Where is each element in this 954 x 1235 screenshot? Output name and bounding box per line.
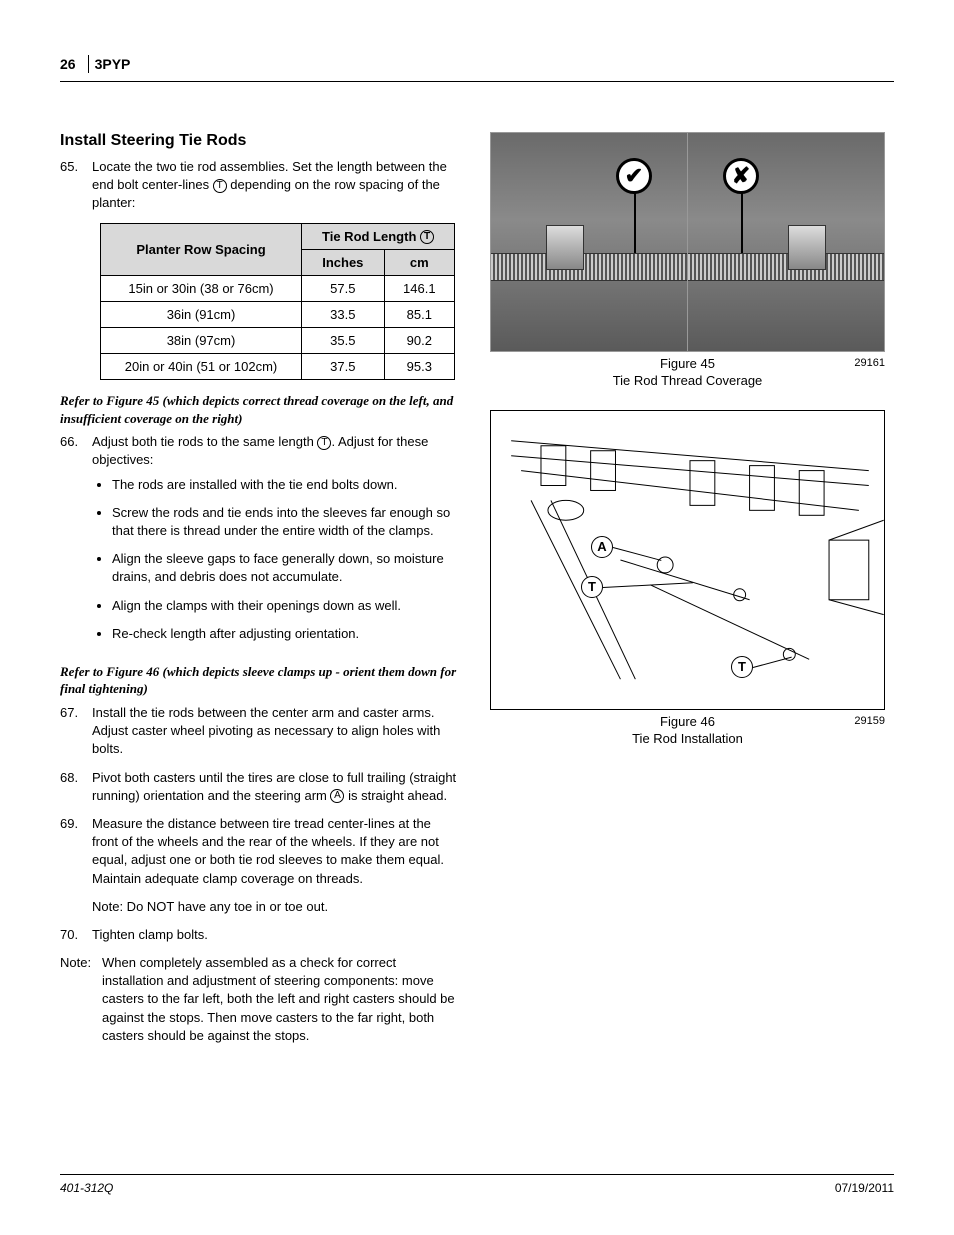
page-number: 26 [60, 56, 76, 72]
circled-t-icon: T [420, 230, 434, 244]
header-rule [60, 81, 894, 82]
step-body: Adjust both tie rods to the same length … [92, 433, 460, 653]
step-69: 69. Measure the distance between tire tr… [60, 815, 460, 916]
table-cell: 33.5 [302, 302, 385, 328]
step-number: 66. [60, 433, 92, 653]
callout-t: T [731, 656, 753, 678]
right-column: ✔ ✘ Figure 45 29161 Tie Rod Thread Cover… [490, 132, 885, 1055]
step-number: 69. [60, 815, 92, 916]
list-item: Screw the rods and tie ends into the sle… [112, 504, 460, 540]
table-header-row: Planter Row Spacing Tie Rod Length T [101, 223, 455, 250]
list-item: Align the sleeve gaps to face generally … [112, 550, 460, 586]
step-text: is straight ahead. [344, 788, 447, 803]
step-note: Note: Do NOT have any toe in or toe out. [92, 898, 460, 916]
table-cell: 15in or 30in (38 or 76cm) [101, 276, 302, 302]
step-68: 68. Pivot both casters until the tires a… [60, 769, 460, 805]
step-number: 70. [60, 926, 92, 944]
cross-icon: ✘ [723, 158, 759, 194]
figure-label: Figure 46 [660, 714, 715, 729]
figure-reference: Refer to Figure 45 (which depicts correc… [60, 392, 460, 427]
figure-id: 29161 [854, 356, 885, 370]
figure-45-right: ✘ [688, 133, 884, 351]
figure-45-left: ✔ [491, 133, 688, 351]
table-row: 15in or 30in (38 or 76cm) 57.5 146.1 [101, 276, 455, 302]
step-number: 68. [60, 769, 92, 805]
note-label: Note: [60, 954, 102, 1045]
step-67: 67. Install the tie rods between the cen… [60, 704, 460, 759]
figure-label: Figure 45 [660, 356, 715, 371]
final-note: Note: When completely assembled as a che… [60, 954, 460, 1045]
table-cell: 95.3 [384, 354, 454, 380]
model-name: 3PYP [95, 56, 131, 72]
table-cell: 146.1 [384, 276, 454, 302]
header-divider [88, 55, 89, 73]
table-cell: 35.5 [302, 328, 385, 354]
callout-line [634, 193, 636, 253]
callout-line [741, 193, 743, 253]
table-row: 38in (97cm) 35.5 90.2 [101, 328, 455, 354]
note-body: When completely assembled as a check for… [102, 954, 460, 1045]
step-number: 67. [60, 704, 92, 759]
table-cell: 38in (97cm) [101, 328, 302, 354]
circled-t-icon: T [317, 436, 331, 450]
step-65: 65. Locate the two tie rod assemblies. S… [60, 158, 460, 213]
callout-a: A [591, 536, 613, 558]
figure-reference: Refer to Figure 46 (which depicts sleeve… [60, 663, 460, 698]
table-header: Planter Row Spacing [101, 223, 302, 276]
step-body: Pivot both casters until the tires are c… [92, 769, 460, 805]
step-body: Measure the distance between tire tread … [92, 815, 460, 916]
figure-46: A T T [490, 410, 885, 710]
content-columns: Install Steering Tie Rods 65. Locate the… [60, 132, 894, 1055]
figure-45-caption: Figure 45 29161 Tie Rod Thread Coverage [490, 356, 885, 390]
list-item: The rods are installed with the tie end … [112, 476, 460, 494]
rod-graphic [491, 253, 687, 281]
figure-46-caption: Figure 46 29159 Tie Rod Installation [490, 714, 885, 748]
footer-date: 07/19/2011 [835, 1181, 894, 1195]
check-icon: ✔ [616, 158, 652, 194]
section-title: Install Steering Tie Rods [60, 132, 460, 150]
table-cell: 90.2 [384, 328, 454, 354]
page-header: 26 3PYP [60, 55, 894, 73]
table-row: 20in or 40in (51 or 102cm) 37.5 95.3 [101, 354, 455, 380]
figure-id: 29159 [854, 714, 885, 728]
table-row: 36in (91cm) 33.5 85.1 [101, 302, 455, 328]
page-footer: 401-312Q 07/19/2011 [60, 1174, 894, 1195]
table-cell: 20in or 40in (51 or 102cm) [101, 354, 302, 380]
table-cell: 85.1 [384, 302, 454, 328]
table-header: Tie Rod Length T [302, 223, 455, 250]
figure-caption-text: Tie Rod Installation [632, 731, 743, 746]
callout-t: T [581, 576, 603, 598]
table-cell: 37.5 [302, 354, 385, 380]
left-column: Install Steering Tie Rods 65. Locate the… [60, 132, 460, 1055]
table-cell: 36in (91cm) [101, 302, 302, 328]
figure-45: ✔ ✘ [490, 132, 885, 352]
rod-graphic [688, 253, 884, 281]
nut-graphic [546, 225, 584, 270]
step-66: 66. Adjust both tie rods to the same len… [60, 433, 460, 653]
figure-caption-text: Tie Rod Thread Coverage [613, 373, 763, 388]
step-70: 70. Tighten clamp bolts. [60, 926, 460, 944]
table-header: cm [384, 250, 454, 276]
figure-46-drawing [491, 411, 884, 709]
nut-graphic [788, 225, 826, 270]
step-text: Adjust both tie rods to the same length [92, 434, 317, 449]
circled-t-icon: T [213, 179, 227, 193]
step-number: 65. [60, 158, 92, 213]
tie-rod-table: Planter Row Spacing Tie Rod Length T Inc… [100, 223, 455, 381]
table-header: Inches [302, 250, 385, 276]
table-cell: 57.5 [302, 276, 385, 302]
circled-a-icon: A [330, 789, 344, 803]
bullet-list: The rods are installed with the tie end … [112, 476, 460, 643]
step-text: Measure the distance between tire tread … [92, 815, 460, 888]
list-item: Align the clamps with their openings dow… [112, 597, 460, 615]
list-item: Re-check length after adjusting orientat… [112, 625, 460, 643]
step-body: Install the tie rods between the center … [92, 704, 460, 759]
step-body: Tighten clamp bolts. [92, 926, 460, 944]
footer-doc-number: 401-312Q [60, 1181, 113, 1195]
step-body: Locate the two tie rod assemblies. Set t… [92, 158, 460, 213]
